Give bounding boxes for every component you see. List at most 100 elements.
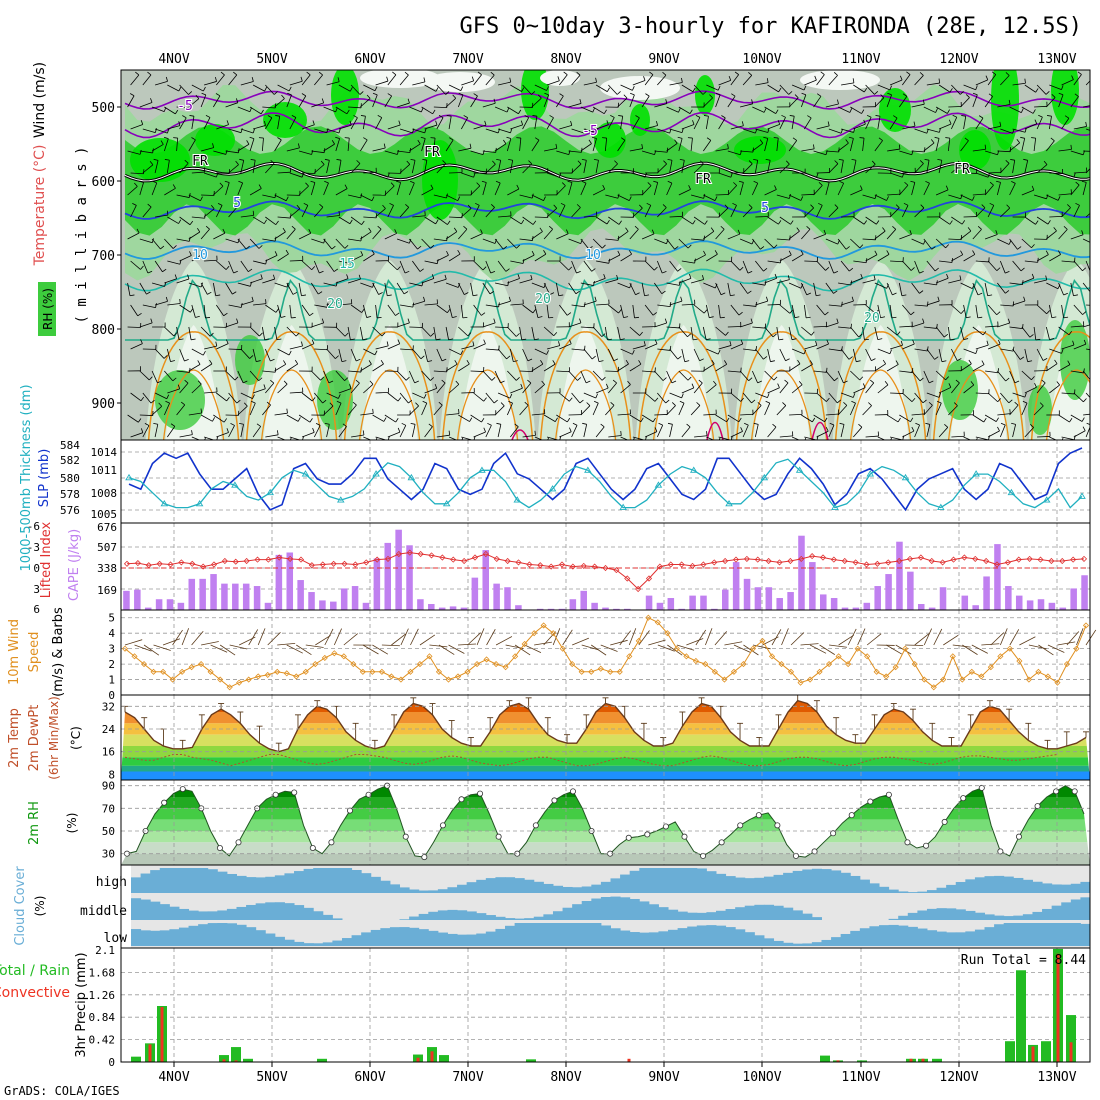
cape-bar [417, 599, 424, 610]
isotherm-label: -5 [582, 124, 598, 139]
day-label-bottom: 6NOV [354, 1070, 385, 1085]
cape-bar [406, 545, 413, 610]
wind10-point [997, 653, 1004, 660]
wind10-point [426, 653, 433, 660]
wind10-point [321, 654, 328, 661]
wind10-point [445, 676, 452, 683]
cape-bar [896, 541, 903, 610]
wind10-point [626, 653, 633, 660]
page-title: GFS 0~10day 3-hourly for KAFIRONDA (28E,… [459, 14, 1082, 39]
thickness-line [128, 458, 1083, 509]
wind10-point [121, 645, 129, 652]
upper-air-field [121, 70, 1090, 440]
wind10-point [702, 661, 709, 668]
cape-tick: 507 [97, 541, 117, 554]
cape-bar [558, 608, 566, 610]
wind10-point [331, 650, 338, 657]
lifted-index-point [896, 557, 903, 565]
cape-bar [319, 600, 326, 610]
isotherm-label: 10 [192, 248, 208, 263]
wind10-tick: 0 [108, 689, 115, 702]
lifted-index-point [678, 561, 685, 568]
lifted-index-point [363, 559, 370, 566]
lifted-index-point [1015, 556, 1022, 563]
rh-point [1071, 788, 1078, 795]
rh-point [644, 831, 651, 838]
lifted-index-point [743, 555, 750, 562]
wind10-point [140, 661, 148, 668]
isotherm-label: FR [192, 154, 208, 169]
rh-point [235, 839, 242, 846]
cape-bar [1005, 586, 1012, 610]
isotherm-30 [652, 369, 715, 440]
lifted-index-point [232, 558, 239, 565]
wind10-point [378, 668, 385, 675]
wind10-point [1006, 645, 1013, 652]
wind10-point [854, 645, 861, 652]
lifted-index-point [558, 561, 566, 568]
lifted-index-point [602, 564, 609, 572]
lifted-index-point [700, 561, 707, 568]
thickness-tick: 582 [60, 454, 80, 467]
gridlines [121, 695, 1090, 780]
wind10-point [578, 668, 585, 675]
precip-tick: 0 [108, 1056, 115, 1069]
rh-point [830, 830, 837, 837]
precip-conv-bar [222, 1059, 226, 1062]
thickness-ylabel: 1000-500mb Thickness (dm) [19, 384, 34, 571]
wind10-ylabel-b: Speed [27, 632, 42, 673]
cape-bar [830, 598, 838, 610]
wind10-point [711, 668, 718, 675]
thickness-point [901, 473, 910, 481]
wind10-point [921, 676, 928, 683]
isotherm-25 [1030, 331, 1090, 440]
wind10-point [1025, 676, 1032, 683]
thickness-point [125, 473, 133, 481]
lifted-index-point [1070, 556, 1077, 563]
lifted-index-point [504, 557, 511, 565]
footer-credit: GrADS: COLA/IGES [4, 1084, 120, 1098]
isotherm-25 [441, 331, 534, 440]
cape-bar [961, 595, 969, 610]
cape-bar [504, 587, 511, 610]
cloud-cells [131, 868, 1091, 946]
upper-ytick: 900 [92, 397, 115, 412]
rh-point [495, 833, 502, 840]
cape-bar [188, 578, 196, 610]
cape-bar [1081, 575, 1088, 610]
lifted-index-point [667, 561, 674, 568]
rh-point [161, 799, 168, 806]
lifted-index-point [341, 560, 348, 567]
lifted-index-point [689, 562, 696, 569]
wind10-point [388, 673, 395, 680]
wind10-point [493, 661, 500, 668]
thickness-point [160, 499, 169, 507]
cape-bar [471, 577, 479, 610]
li-ylabel: Lifted Index [39, 521, 54, 598]
wind-barbs [127, 71, 1090, 440]
day-label-bottom: 8NOV [550, 1070, 581, 1085]
wind10-tick: 5 [108, 612, 115, 625]
precip-total-bar [820, 1055, 830, 1062]
wind10-point [978, 673, 985, 680]
precip-frame [120, 947, 1091, 1063]
wind10-point [721, 676, 728, 683]
wind10-point [740, 661, 747, 668]
lifted-index-point [1080, 555, 1088, 562]
wind10-point [359, 668, 366, 675]
temp-ylabel-c: (6hr Min/Max) [47, 696, 61, 780]
wind10-point [198, 661, 205, 668]
cape-bar [351, 586, 359, 610]
cape-bar [308, 592, 315, 610]
wind10-point [835, 653, 842, 660]
cape-bar [232, 583, 239, 610]
cape-bar [798, 535, 805, 610]
wind10-point [959, 676, 966, 683]
precip-total-bar [526, 1059, 536, 1062]
lifted-index-point [591, 563, 598, 570]
lifted-index-point [645, 575, 653, 582]
slp-tick: 1008 [91, 487, 118, 500]
lifted-index-point [243, 557, 250, 565]
isotherm-30 [947, 369, 1010, 440]
cape-bar [547, 608, 555, 610]
